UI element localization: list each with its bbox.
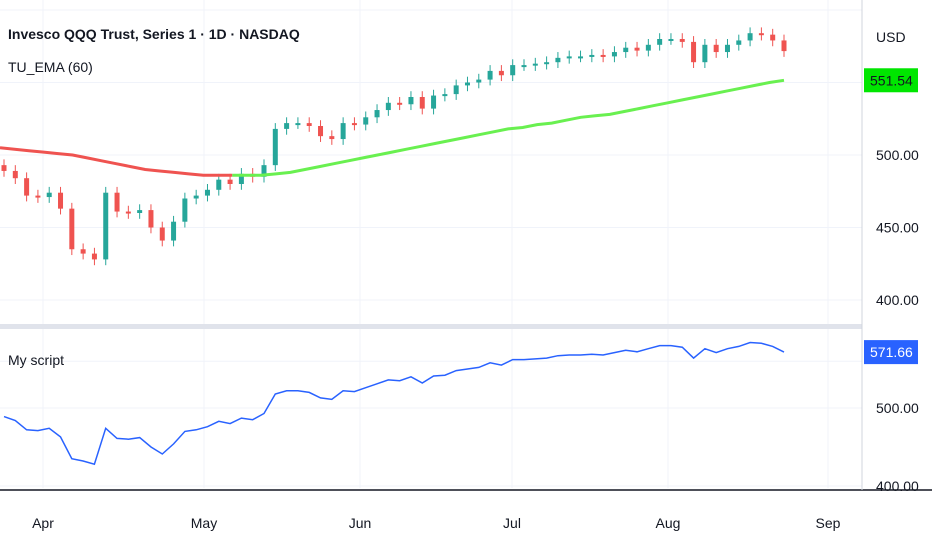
candle-body (736, 40, 742, 45)
candle-body (58, 192, 64, 209)
candle-body (204, 189, 210, 196)
x-tick-label: Jul (503, 515, 521, 531)
script-value-badge (864, 340, 918, 365)
candle-body (544, 62, 550, 65)
candle-body (318, 126, 324, 137)
candle-body (125, 211, 131, 214)
candle-body (521, 65, 527, 68)
ema-line-rising (232, 78, 785, 177)
candle-body (272, 128, 278, 166)
candle-body (137, 210, 143, 213)
candle-body (408, 97, 414, 105)
candle-body (476, 79, 482, 83)
candle-body (193, 195, 199, 199)
script-value-text: 571.66 (870, 344, 913, 360)
candle-body (261, 165, 267, 177)
candle-body (295, 123, 301, 126)
candle-body (363, 117, 369, 125)
x-tick-label: May (191, 515, 217, 531)
candle-body (623, 47, 629, 53)
candle-body (657, 39, 663, 45)
candle-body (464, 82, 470, 86)
candle-body (351, 123, 357, 126)
candle-body (747, 33, 753, 41)
candle-body (770, 34, 776, 41)
candle-body (487, 70, 493, 80)
candle-body (24, 178, 30, 196)
candle-body (306, 123, 312, 126)
candle-body (442, 94, 448, 97)
candle-body (374, 110, 380, 118)
candle-body (600, 54, 606, 57)
candle-body (1, 165, 7, 171)
candle-body (555, 57, 561, 63)
candle-body (159, 227, 165, 241)
ema-line-falling (0, 146, 233, 177)
candle-body (69, 208, 75, 250)
candle-body (668, 39, 674, 41)
candle-body (91, 253, 97, 260)
last-price-badge (864, 68, 918, 93)
candle-body (713, 44, 719, 53)
candle-body (171, 221, 177, 241)
x-tick-label: Sep (816, 515, 841, 531)
candle-body (385, 102, 391, 111)
script-line (3, 341, 785, 466)
candle-body (781, 40, 787, 52)
candle-body (12, 170, 18, 179)
candle-body (397, 102, 403, 105)
candle-body (227, 179, 233, 184)
y-tick-label-script: 500.00 (876, 400, 919, 416)
script-pane-label: My script (8, 352, 64, 368)
candle-body (634, 47, 640, 51)
indicator-label: TU_EMA (60) (8, 59, 93, 75)
candle-body (532, 63, 538, 66)
currency-label: USD (876, 29, 906, 45)
candle-body (758, 33, 764, 36)
candle-body (148, 210, 154, 228)
candle-body (114, 192, 120, 212)
candle-body (46, 192, 52, 198)
candle-body (611, 52, 617, 57)
candle-body (498, 70, 504, 76)
x-tick-label: Jun (349, 515, 372, 531)
candle-body (566, 56, 572, 59)
y-tick-label: 400.00 (876, 292, 919, 308)
candle-body (702, 44, 708, 63)
candle-body (431, 95, 437, 109)
x-tick-label: Apr (32, 515, 54, 531)
candle-body (724, 44, 730, 53)
candle-body (453, 85, 459, 95)
candle-body (216, 179, 222, 190)
chart-title: Invesco QQQ Trust, Series 1 · 1D · NASDA… (8, 26, 300, 42)
candle-body (679, 39, 685, 42)
candle-body (284, 123, 290, 129)
candle-body (80, 249, 86, 254)
candle-body (510, 65, 516, 76)
last-price-value: 551.54 (870, 72, 913, 88)
candle-body (589, 54, 595, 57)
candle-body (35, 195, 41, 198)
candle-body (645, 44, 651, 51)
candle-body (182, 198, 188, 222)
x-tick-label: Aug (656, 515, 681, 531)
pane-separator (0, 324, 862, 329)
candle-body (578, 56, 584, 59)
candle-body (691, 41, 697, 63)
candle-body (340, 123, 346, 140)
candle-body (329, 136, 335, 140)
y-tick-label-script: 400.00 (876, 478, 919, 494)
y-tick-label: 450.00 (876, 220, 919, 236)
candle-body (238, 173, 244, 184)
candle-body (103, 192, 109, 260)
y-tick-label: 500.00 (876, 147, 919, 163)
candle-body (419, 97, 425, 109)
